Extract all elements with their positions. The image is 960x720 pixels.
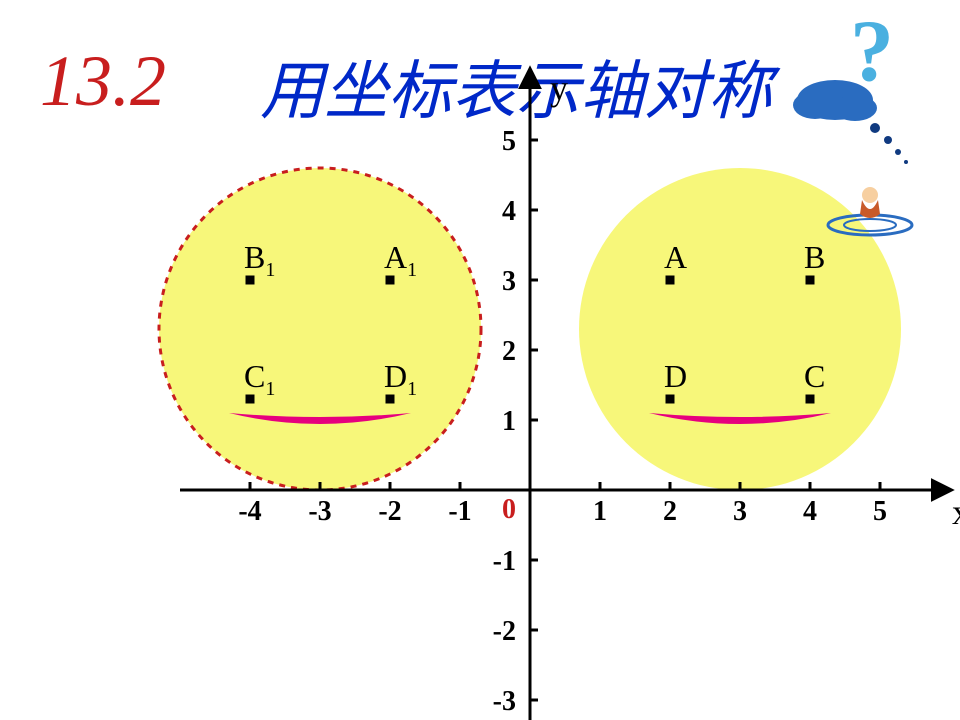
x-tick-label: 2 bbox=[663, 496, 677, 527]
cloud-dot bbox=[870, 123, 880, 133]
x-tick-label: -1 bbox=[448, 496, 471, 527]
point-B1 bbox=[246, 276, 255, 285]
point-label-D: D bbox=[664, 358, 687, 394]
cloud-dot bbox=[904, 160, 908, 164]
point-A1 bbox=[386, 276, 395, 285]
x-tick-label: 4 bbox=[803, 496, 817, 527]
point-D bbox=[666, 395, 675, 404]
y-tick-label: 1 bbox=[502, 406, 516, 437]
y-tick-label: 4 bbox=[502, 196, 516, 227]
point-A bbox=[666, 276, 675, 285]
y-tick-label: 5 bbox=[502, 126, 516, 157]
y-axis-label: y bbox=[550, 68, 568, 108]
x-tick-label: -4 bbox=[238, 496, 261, 527]
point-C bbox=[806, 395, 815, 404]
point-C1 bbox=[246, 395, 255, 404]
point-label-A: A bbox=[664, 239, 687, 275]
x-tick-label: -3 bbox=[308, 496, 331, 527]
x-tick-label: 5 bbox=[873, 496, 887, 527]
person-icon bbox=[862, 187, 878, 203]
cloud-dot bbox=[895, 149, 901, 155]
point-D1 bbox=[386, 395, 395, 404]
x-tick-label: -2 bbox=[378, 496, 401, 527]
y-tick-label: 2 bbox=[502, 336, 516, 367]
cloud-dot bbox=[884, 136, 892, 144]
face-left bbox=[159, 168, 481, 490]
point-B bbox=[806, 276, 815, 285]
y-tick-label: -3 bbox=[493, 686, 516, 717]
coordinate-diagram: -4-3-2-112345-4-3-2-1123450xyABCDA1B1C1D… bbox=[0, 0, 960, 720]
point-label-C: C bbox=[804, 358, 825, 394]
y-tick-label: -1 bbox=[493, 546, 516, 577]
y-tick-label: 3 bbox=[502, 266, 516, 297]
y-tick-label: -2 bbox=[493, 616, 516, 647]
origin-label: 0 bbox=[502, 494, 516, 525]
point-label-B: B bbox=[804, 239, 825, 275]
x-axis-label: x bbox=[952, 492, 960, 532]
x-tick-label: 1 bbox=[593, 496, 607, 527]
x-tick-label: 3 bbox=[733, 496, 747, 527]
slide-stage: 13.2 用坐标表示轴对称 -4-3-2-112345-4-3-2-112345… bbox=[0, 0, 960, 720]
